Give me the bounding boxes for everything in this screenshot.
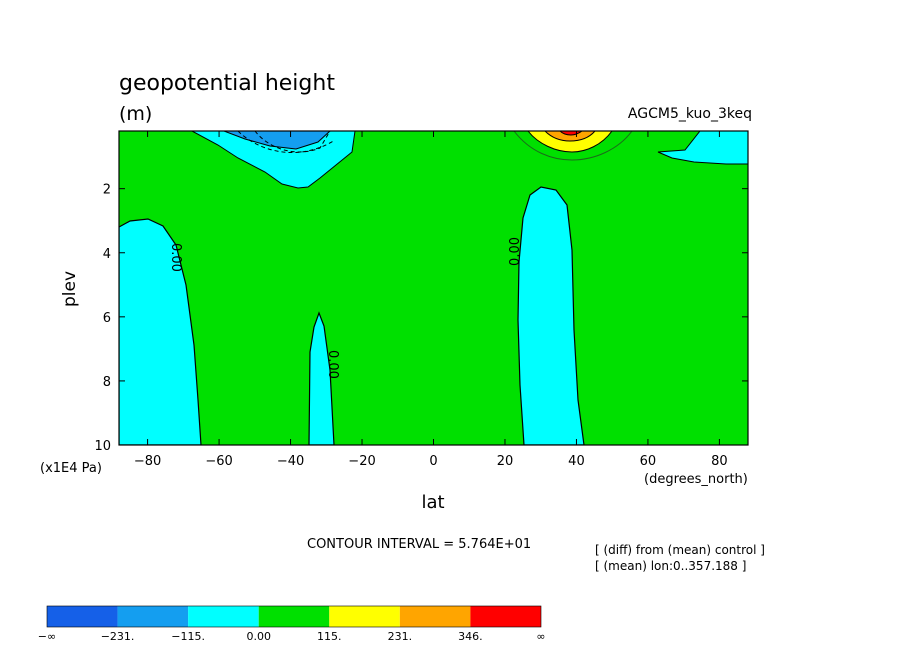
colorbar-frame [46, 605, 542, 628]
note-line: [ (diff) from (mean) control ] [595, 543, 765, 557]
x-tick-label: −20 [348, 454, 375, 469]
chart-units: (m) [119, 103, 152, 125]
y-tick-labels: 2 4 6 8 10 [94, 183, 111, 454]
colorbar-label: 0.00 [246, 630, 271, 643]
x-tick-label: 20 [497, 454, 514, 469]
x-tick-labels: −80 −60 −40 −20 0 20 40 60 80 [134, 454, 728, 469]
cyan-lobe-north-mid [517, 186, 585, 445]
y-tick-label: 4 [103, 247, 111, 262]
chart-title: geopotential height [119, 71, 335, 96]
y-tick-label: 10 [94, 439, 111, 454]
max-core [544, 131, 596, 142]
colorbar-swatch [470, 606, 541, 627]
cyan-region-south-upper [191, 131, 356, 189]
x-tick-label: 80 [711, 454, 728, 469]
x-tick-label: −60 [205, 454, 232, 469]
colorbar-label: ∞ [536, 630, 545, 643]
contour-label: 0.00 [325, 350, 340, 379]
colorbar-label: −231. [101, 630, 135, 643]
x-axis-label: lat [421, 492, 444, 513]
colorbar-swatch [188, 606, 259, 627]
blue-region-south-upper [223, 131, 331, 150]
cyan-lobe-south-high [119, 218, 202, 445]
dashed-contour [254, 131, 331, 153]
x-tick-label: −80 [134, 454, 161, 469]
x-tick-label: 60 [640, 454, 657, 469]
colorbar-label: 346. [458, 630, 483, 643]
note-line: [ (mean) lon:0..357.188 ] [595, 559, 746, 573]
y-axis-units: (x1E4 Pa) [40, 461, 102, 476]
x-tick-label: −40 [277, 454, 304, 469]
colorbar-label: 231. [388, 630, 413, 643]
contour-label: 0.00 [508, 237, 523, 266]
colorbar-swatch [258, 606, 330, 627]
colorbar: −∞ −231. −115. 0.00 115. 231. 346. ∞ [38, 605, 546, 643]
colorbar-swatch [47, 606, 118, 627]
colorbar-label: −115. [171, 630, 205, 643]
field-background [119, 131, 748, 445]
cyan-region-north-upper [657, 131, 748, 165]
colorbar-swatch [329, 606, 400, 627]
dashed-contour [237, 131, 336, 154]
y-tick-label: 6 [103, 311, 111, 326]
contour-field [119, 131, 748, 445]
x-tick-label: 0 [429, 454, 437, 469]
x-axis-units: (degrees_north) [644, 472, 748, 487]
colorbar-label: −∞ [38, 630, 56, 643]
axis-ticks [119, 131, 748, 446]
dataset-label: AGCM5_kuo_3keq [628, 106, 752, 122]
cyan-lobe-south-mid [308, 311, 335, 445]
contour-interval: CONTOUR INTERVAL = 5.764E+01 [307, 537, 531, 552]
colorbar-swatch [399, 606, 471, 627]
positive-contour [513, 131, 633, 161]
y-tick-label: 8 [103, 375, 111, 390]
x-tick-label: 40 [568, 454, 585, 469]
y-tick-label: 2 [103, 183, 111, 198]
contour-label: 0.00 [168, 243, 183, 272]
y-axis-label: plev [60, 271, 80, 307]
colorbar-swatch [117, 606, 189, 627]
colorbar-label: 115. [317, 630, 342, 643]
